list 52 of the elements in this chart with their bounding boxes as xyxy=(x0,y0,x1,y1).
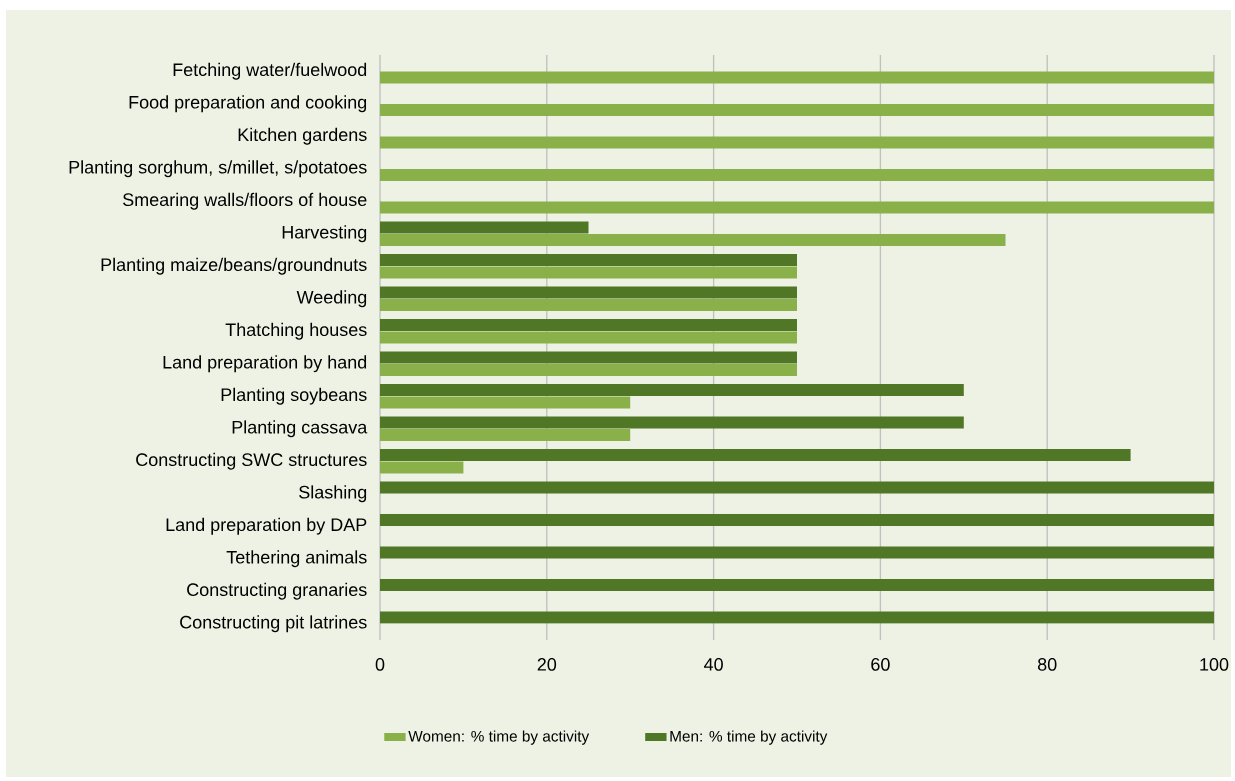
bar xyxy=(380,103,1214,116)
bar xyxy=(380,514,1214,527)
x-tick-label: 20 xyxy=(537,658,557,671)
y-tick-label: Planting maize/beans/groundnuts xyxy=(101,257,367,275)
y-tick-label: Thatching houses xyxy=(225,322,367,340)
x-tick-label: 60 xyxy=(871,658,890,671)
bar xyxy=(380,416,964,429)
y-tick-label: Kitchen gardens xyxy=(238,127,367,145)
bar xyxy=(380,201,1214,214)
x-tick-label: 40 xyxy=(704,658,723,671)
bar xyxy=(380,319,797,332)
y-tick-label: Tethering animals xyxy=(226,550,367,568)
bar xyxy=(380,481,1214,494)
bar xyxy=(380,298,797,311)
y-tick-label: Planting cassava xyxy=(232,420,368,438)
y-tick-label: Slashing xyxy=(299,485,367,503)
y-tick-label: Food preparation and cooking xyxy=(129,95,367,113)
bar xyxy=(380,384,964,397)
bar xyxy=(380,266,797,279)
bar xyxy=(380,396,631,409)
bar xyxy=(380,136,1214,149)
bar xyxy=(380,286,797,299)
x-tick-label: 0 xyxy=(375,658,385,671)
bar xyxy=(380,168,1214,181)
y-tick-label: Planting sorghum, s/millet, s/potatoes xyxy=(69,160,367,178)
y-tick-label: Fetching water/fuelwood xyxy=(173,62,367,80)
y-tick-label: Weeding xyxy=(296,290,367,308)
bar xyxy=(380,579,1214,592)
bar xyxy=(380,331,797,344)
bar xyxy=(380,233,1006,246)
y-tick-label: Constructing granaries xyxy=(187,582,367,600)
legend-label: Men: % time by activity xyxy=(670,730,828,745)
y-tick-label: Land preparation by hand xyxy=(163,355,367,373)
bar xyxy=(380,611,1214,624)
bar xyxy=(380,461,464,474)
y-tick-label: Harvesting xyxy=(282,225,367,243)
legend-label: Women: % time by activity xyxy=(408,730,590,745)
bar xyxy=(380,221,589,234)
bar xyxy=(380,363,797,376)
x-tick-label: 100 xyxy=(1200,658,1229,671)
y-tick-label: Smearing walls/floors of house xyxy=(122,192,367,210)
y-tick-label: Constructing pit latrines xyxy=(180,615,367,633)
bar xyxy=(380,428,631,441)
y-tick-label: Constructing SWC structures xyxy=(136,452,367,470)
y-tick-label: Planting soybeans xyxy=(221,387,367,405)
bar xyxy=(380,449,1131,462)
x-tick-label: 80 xyxy=(1037,658,1057,671)
bar xyxy=(380,254,797,267)
bar xyxy=(380,546,1214,559)
bar xyxy=(380,71,1214,84)
y-tick-label: Land preparation by DAP xyxy=(166,517,367,535)
bar xyxy=(380,351,797,364)
